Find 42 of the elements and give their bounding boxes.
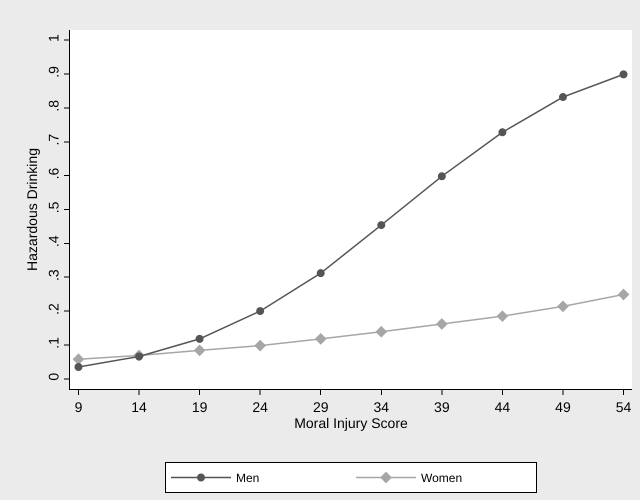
x-tick-label: 44 [494,398,510,415]
y-tick-label: .8 [45,100,62,112]
x-tick-label: 14 [131,398,148,415]
point [254,340,266,352]
y-axis-title: Hazardous Drinking [24,148,40,271]
point [557,300,569,312]
point [196,334,204,343]
y-tick-label: .9 [45,66,62,78]
y-tick-label: .3 [45,269,62,281]
point [256,307,264,316]
point [620,70,628,78]
point [377,221,386,230]
x-tick-label: 54 [616,398,632,415]
point [498,128,506,136]
point [74,362,82,371]
point [194,344,206,356]
point [314,333,327,345]
point [438,172,446,180]
y-tick-label: .7 [45,134,62,146]
point [436,318,448,330]
y-tick-label: .2 [45,302,62,315]
legend-label: Men [236,471,260,486]
y-tick-label: 1 [45,34,62,42]
y-tick-label: .5 [45,201,62,214]
point [496,310,508,322]
y-tick-label: .6 [45,167,62,180]
x-tick-label: 49 [555,398,571,415]
x-tick-label: 39 [434,398,450,415]
x-tick-label: 9 [74,398,83,415]
x-tick-label: 29 [312,398,329,415]
y-tick-label: .4 [45,235,62,248]
x-tick-label: 19 [192,398,208,415]
point [316,269,325,278]
x-axis-title: Moral Injury Score [294,414,408,431]
point [558,93,567,102]
x-tick-label: 24 [252,398,268,415]
y-tick-label: .1 [45,336,62,349]
point [618,288,630,300]
legend-label: Women [421,471,462,486]
x-tick-label: 34 [373,398,390,415]
y-tick-label: 0 [45,372,62,381]
point [375,326,388,338]
